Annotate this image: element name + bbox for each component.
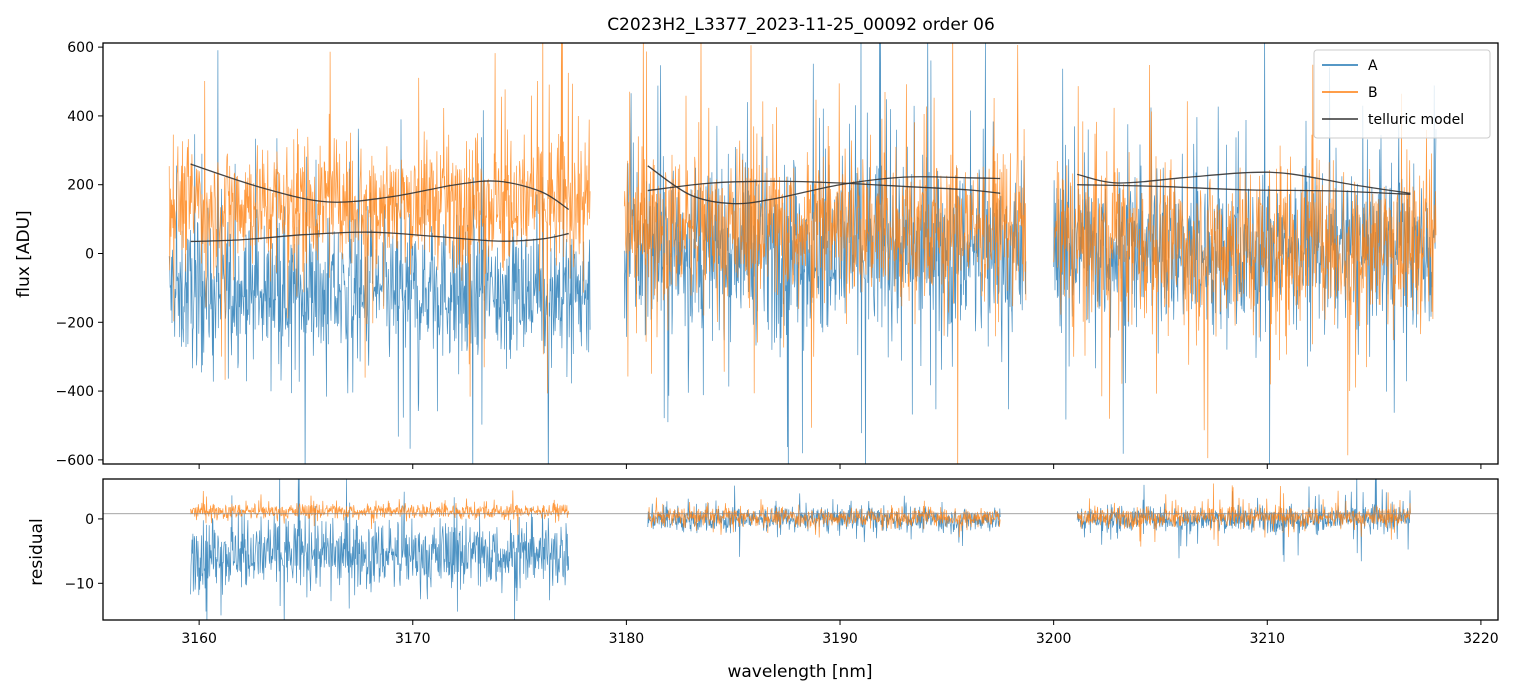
x-tick-label: 3160 [181,631,217,647]
series-b-flux-segment-2 [623,43,1027,464]
x-axis-label: wavelength [nm] [727,662,872,682]
y-tick-label: 400 [67,109,94,125]
legend-label-b: B [1368,85,1378,101]
legend-label-a: A [1368,58,1378,74]
legend-box [1313,49,1491,139]
y-tick-label: −200 [56,315,94,331]
residual-y-axis: −10 0 [64,512,103,592]
chart-title: C2023H2_L3377_2023-11-25_00092 order 06 [607,15,995,35]
series-a-residual-segment-1 [190,479,570,620]
series-b-residual-segment-3 [1076,483,1411,547]
y-tick-label: −10 [64,576,94,592]
x-tick-label: 3200 [1036,631,1072,647]
y-tick-label: 0 [85,247,94,263]
telluric-model-layer [190,163,1411,243]
flux-y-axis-label: flux [ADU] [14,210,34,297]
y-tick-label: −400 [56,384,94,400]
telluric-model-2b [647,180,1001,194]
x-tick-label: 3180 [609,631,645,647]
residual-panel-frame [102,478,1499,621]
x-tick-label: 3210 [1249,631,1285,647]
series-a-flux-segment-1 [168,50,591,464]
y-tick-label: −600 [56,453,94,469]
series-a-residual-segment-2 [647,485,1001,557]
x-tick-label: 3220 [1463,631,1499,647]
y-tick-label: 600 [67,40,94,56]
series-b-flux-segment-1 [168,43,591,397]
y-tick-label: 200 [67,178,94,194]
legend-label-model: telluric model [1368,112,1464,128]
x-axis: 3160 3170 3180 3190 3200 3210 3220 [181,620,1499,647]
series-b-residual-segment-2 [647,497,1001,538]
residual-y-axis-label: residual [27,518,47,585]
flux-data-layer [168,43,1437,464]
series-b-residual-segment-1 [190,490,570,535]
telluric-model-3a [1077,171,1411,194]
telluric-model-2a [647,165,1001,205]
residual-data-layer [190,479,1411,620]
flux-y-axis: −600 −400 −200 0 200 400 600 [56,40,103,469]
legend: A B telluric model [1313,49,1491,139]
y-tick-label: 0 [85,512,94,528]
flux-panel: −600 −400 −200 0 200 400 600 flux [ADU] A B te… [14,40,1499,469]
telluric-model-3b [1077,184,1411,195]
telluric-model-1b [190,231,569,243]
x-tick-label: 3190 [822,631,858,647]
x-tick-label: 3170 [395,631,431,647]
flux-x-ticks [198,464,1482,469]
residual-panel: −10 0 3160 3170 3180 3190 3200 3210 3220 residu… [27,478,1499,682]
series-b-flux-segment-3 [1053,64,1437,459]
telluric-model-1a [190,163,570,211]
